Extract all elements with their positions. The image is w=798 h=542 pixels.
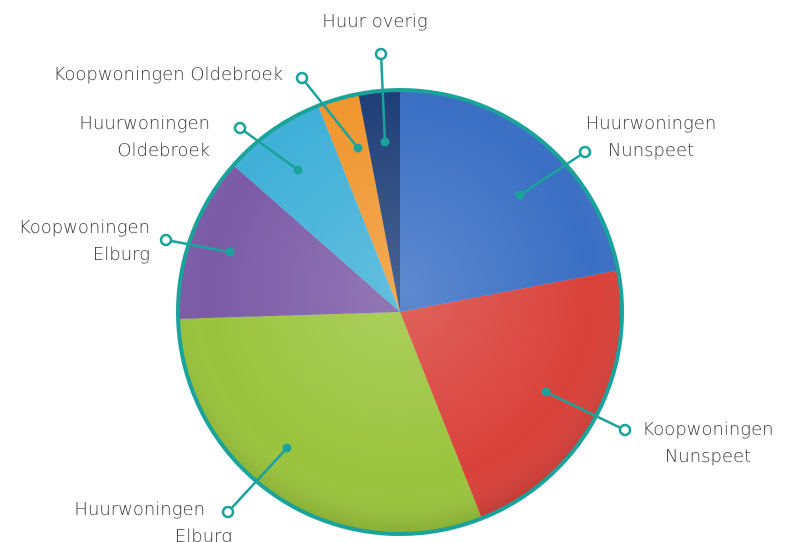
callout-dot xyxy=(515,190,525,200)
slice-label: Huur overig xyxy=(322,11,427,32)
callout-dot xyxy=(541,387,551,397)
callout-line xyxy=(301,77,359,149)
callout-line xyxy=(165,238,231,254)
callout-ring xyxy=(374,47,388,61)
callout-ring xyxy=(221,505,235,519)
slice-label: Huurwoningen Nunspeet xyxy=(586,113,717,161)
slice-label: Huurwoningen Elburg xyxy=(74,499,232,542)
callout-ring xyxy=(295,71,309,85)
callout-line xyxy=(519,150,586,197)
callout-line xyxy=(379,53,387,143)
callout-dot xyxy=(380,137,390,147)
callouts: Huurwoningen Nunspeet Koopwoningen Nunspeet… xyxy=(19,11,774,542)
slice-label: Huurwoningen Oldebroek xyxy=(79,113,210,161)
callout-dot xyxy=(225,247,235,257)
slice-label: Koopwoningen Nunspeet xyxy=(642,419,773,467)
callout-dot xyxy=(353,143,363,153)
callout-dot xyxy=(282,443,292,453)
callout-line xyxy=(239,126,299,172)
callout-line xyxy=(227,447,288,513)
callout-ring xyxy=(233,121,247,135)
callout-ring xyxy=(618,423,632,437)
pie-border xyxy=(176,88,624,536)
slice-label: Koopwoningen Oldebroek xyxy=(53,64,283,85)
callout-ring xyxy=(159,233,173,247)
slice-label: Koopwoningen Elburg xyxy=(19,217,150,265)
callout-ring xyxy=(578,145,592,159)
callout-line xyxy=(545,390,626,432)
callout-dot xyxy=(293,165,303,175)
